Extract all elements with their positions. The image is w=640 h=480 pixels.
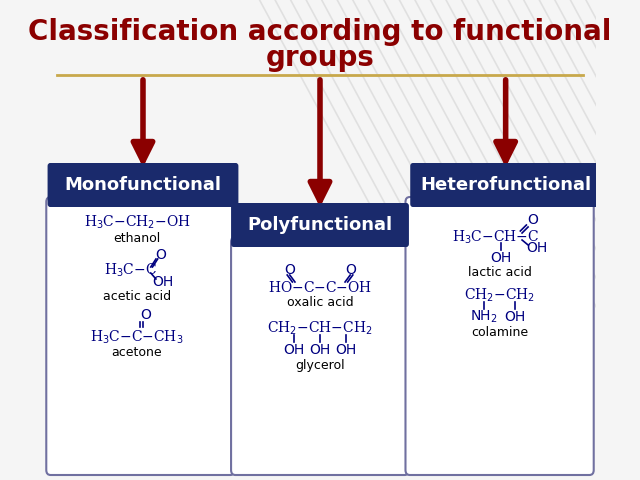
Text: O: O: [527, 213, 538, 227]
Text: ethanol: ethanol: [113, 231, 161, 244]
FancyBboxPatch shape: [406, 197, 594, 475]
Text: H$_3$C$-$C$-$CH$_3$: H$_3$C$-$C$-$CH$_3$: [90, 328, 184, 346]
Text: lactic acid: lactic acid: [468, 266, 532, 279]
Text: glycerol: glycerol: [295, 360, 345, 372]
FancyBboxPatch shape: [47, 163, 239, 207]
Text: CH$_2$$-$CH$_2$: CH$_2$$-$CH$_2$: [464, 286, 535, 304]
Text: O: O: [284, 263, 295, 277]
Text: H$_3$C$-$CH$_2$$-$OH: H$_3$C$-$CH$_2$$-$OH: [84, 213, 190, 231]
FancyBboxPatch shape: [410, 163, 601, 207]
Text: HO$-$C$-$C$-$OH: HO$-$C$-$C$-$OH: [268, 279, 372, 295]
Text: OH: OH: [284, 343, 305, 357]
Text: oxalic acid: oxalic acid: [287, 296, 353, 309]
Text: Heterofunctional: Heterofunctional: [420, 176, 591, 194]
FancyBboxPatch shape: [46, 197, 234, 475]
Text: NH$_2$: NH$_2$: [470, 309, 498, 325]
Text: groups: groups: [266, 44, 374, 72]
Text: colamine: colamine: [471, 326, 528, 339]
Text: Classification according to functional: Classification according to functional: [28, 18, 612, 46]
Text: OH: OH: [504, 310, 526, 324]
Text: O: O: [140, 308, 151, 322]
Text: CH$_2$$-$CH$-$CH$_2$: CH$_2$$-$CH$-$CH$_2$: [268, 319, 372, 336]
Text: H$_3$C$-$CH$-$C: H$_3$C$-$CH$-$C: [452, 228, 539, 246]
Text: O: O: [155, 248, 166, 262]
Text: acetone: acetone: [111, 347, 163, 360]
Text: Polyfunctional: Polyfunctional: [248, 216, 392, 234]
Text: OH: OH: [491, 251, 512, 265]
Text: H$_3$C$-$C: H$_3$C$-$C: [104, 261, 156, 279]
Text: OH: OH: [526, 241, 547, 255]
FancyBboxPatch shape: [231, 237, 409, 475]
Text: O: O: [345, 263, 356, 277]
Text: OH: OH: [152, 275, 173, 289]
Text: OH: OH: [335, 343, 356, 357]
Text: acetic acid: acetic acid: [103, 290, 171, 303]
Text: OH: OH: [309, 343, 331, 357]
FancyBboxPatch shape: [231, 203, 409, 247]
Text: Monofunctional: Monofunctional: [65, 176, 221, 194]
